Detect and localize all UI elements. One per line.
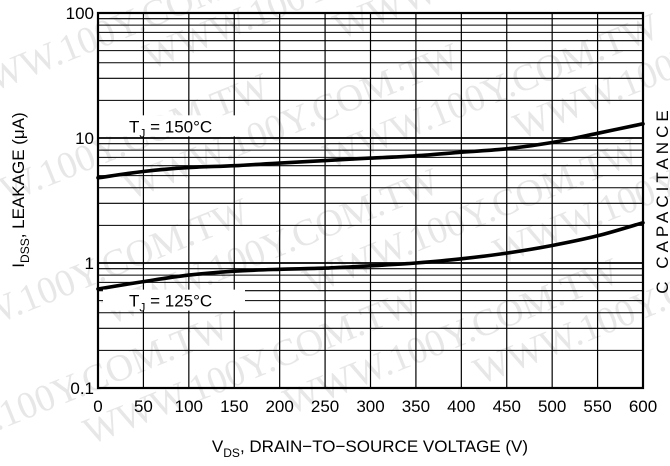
x-tick-label: 500: [538, 397, 566, 416]
y-tick-labels: 0.1 1 10 100: [66, 4, 94, 398]
x-tick-label: 550: [583, 397, 611, 416]
series-layer: TJ = 150°C TJ = 125°C: [96, 115, 645, 315]
y-tick-label: 1: [85, 254, 94, 273]
x-tick-label: 600: [629, 397, 657, 416]
series-line: [96, 220, 645, 291]
y-axis-title: IDSS, LEAKAGE (μA): [9, 112, 32, 267]
x-tick-label: 0: [93, 397, 102, 416]
y-tick-label: 0.1: [70, 379, 94, 398]
x-tick-label: 350: [402, 397, 430, 416]
series-line: [96, 122, 645, 180]
x-tick-label: 450: [493, 397, 521, 416]
series-label: TJ = 125°C: [129, 292, 212, 315]
series-label-background: [103, 289, 245, 311]
x-tick-label: 200: [265, 397, 293, 416]
y-tick-label: 10: [75, 129, 94, 148]
x-tick-labels: 0 50 100 150 200 250 300 350 400 450 500 550 600: [93, 397, 657, 416]
x-tick-label: 250: [311, 397, 339, 416]
x-tick-label: 100: [175, 397, 203, 416]
x-tick-label: 150: [220, 397, 248, 416]
right-cropped-label: C CAPACITANCE: [653, 106, 670, 293]
y-tick-label: 100: [66, 4, 94, 23]
x-tick-label: 50: [134, 397, 153, 416]
series-label: TJ = 150°C: [129, 117, 212, 140]
x-axis-title: VDS, DRAIN−TO−SOURCE VOLTAGE (V): [212, 437, 528, 460]
x-tick-label: 400: [447, 397, 475, 416]
x-tick-label: 300: [356, 397, 384, 416]
series-label-background: [103, 115, 245, 137]
plot-frame: [96, 11, 645, 390]
